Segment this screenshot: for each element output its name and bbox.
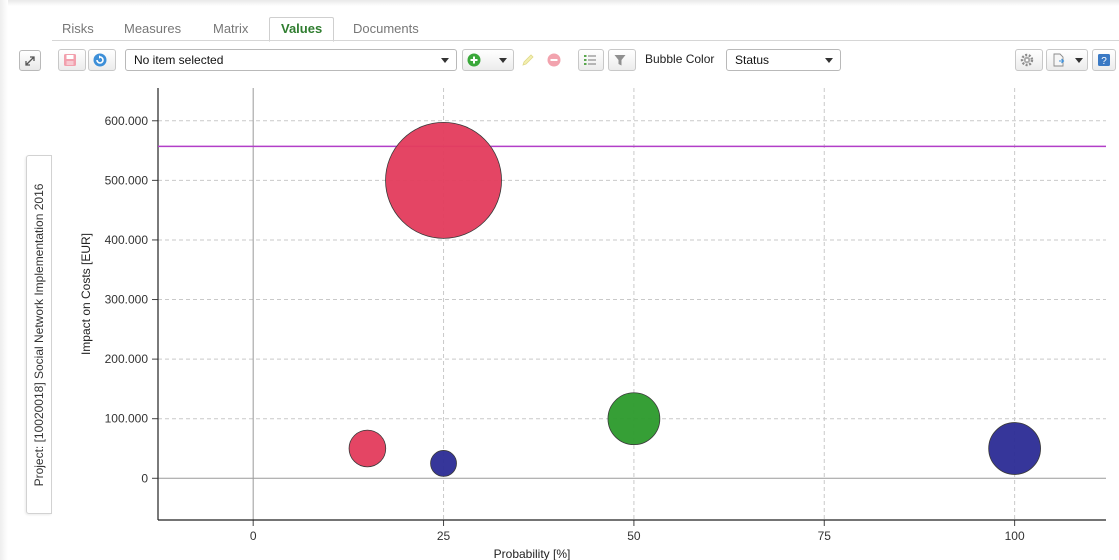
x-tick-label: 0 (250, 529, 257, 543)
expand-button[interactable] (19, 50, 41, 71)
refresh-button[interactable] (88, 49, 116, 71)
item-select-value: No item selected (134, 53, 224, 67)
bubble-point[interactable] (385, 121, 502, 239)
y-tick-label: 100.000 (105, 412, 149, 426)
edit-button[interactable] (516, 49, 540, 71)
chevron-down-icon (1075, 58, 1083, 63)
delete-button[interactable] (542, 49, 568, 71)
y-tick-label: 300.000 (105, 293, 149, 307)
y-tick-label: 600.000 (105, 114, 149, 128)
tab-matrix[interactable]: Matrix (213, 21, 249, 36)
bubble-color-label: Bubble Color (645, 52, 715, 66)
refresh-icon (93, 53, 107, 67)
tab-underline (52, 40, 1119, 41)
list-icon (584, 55, 596, 65)
tab-measures[interactable]: Measures (124, 21, 182, 36)
help-button[interactable]: ? (1092, 49, 1116, 71)
tab-values[interactable]: Values (269, 17, 335, 42)
help-icon: ? (1098, 54, 1110, 67)
y-tick-label: 400.000 (105, 233, 149, 247)
project-side-tab[interactable]: Project: [10020018] Social Network Imple… (26, 155, 52, 514)
x-tick-label: 50 (627, 529, 641, 543)
x-axis-title: Probability [%] (494, 547, 571, 560)
chevron-down-icon (441, 58, 449, 63)
remove-icon (547, 53, 561, 67)
window-left-edge (0, 0, 8, 560)
chevron-down-icon (825, 58, 833, 63)
settings-button[interactable] (1015, 49, 1043, 71)
bubble-color-value: Status (735, 53, 770, 67)
svg-text:?: ? (1101, 56, 1107, 67)
window-top-edge (0, 0, 1119, 6)
y-axis-title: Impact on Costs [EUR] (79, 233, 93, 355)
x-tick-label: 75 (818, 529, 832, 543)
pencil-icon (522, 54, 534, 66)
y-tick-label: 0 (141, 471, 148, 485)
save-icon (64, 54, 76, 66)
item-select[interactable]: No item selected (125, 49, 457, 71)
bubble-point[interactable] (988, 422, 1041, 475)
list-view-button[interactable] (578, 49, 604, 71)
add-icon (467, 53, 481, 67)
x-tick-label: 100 (1005, 529, 1025, 543)
save-button[interactable] (58, 49, 86, 71)
y-tick-label: 500.000 (105, 173, 149, 187)
filter-icon (614, 55, 626, 66)
y-tick-label: 200.000 (105, 352, 149, 366)
export-button[interactable] (1046, 49, 1088, 71)
bubble-point[interactable] (607, 392, 661, 446)
bubble-point[interactable] (348, 429, 387, 468)
add-split-button[interactable] (462, 49, 514, 71)
tab-risks[interactable]: Risks (62, 21, 94, 36)
expand-icon (25, 55, 35, 66)
bubble-point[interactable] (430, 450, 457, 477)
document-icon (1053, 53, 1065, 67)
chevron-down-icon (499, 58, 507, 63)
tab-documents[interactable]: Documents (353, 21, 419, 36)
x-tick-label: 25 (437, 529, 451, 543)
gear-icon (1020, 53, 1034, 67)
bubble-color-select[interactable]: Status (726, 49, 841, 71)
tab-bar: Risks Measures Matrix Values Documents (52, 17, 1119, 42)
filter-button[interactable] (608, 49, 636, 71)
